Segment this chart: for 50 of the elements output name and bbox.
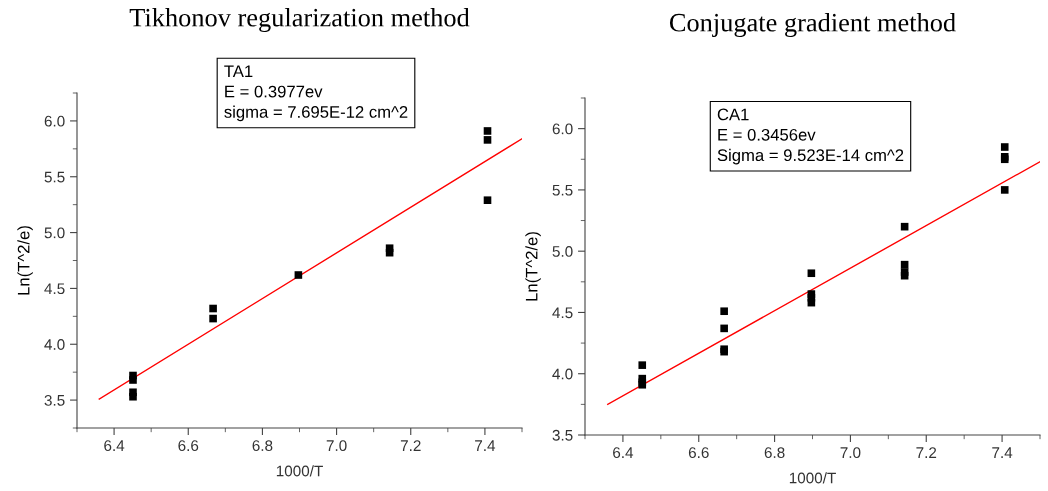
y-tick-label: 4.5 — [552, 307, 573, 319]
y-tick-label: 3.5 — [552, 429, 573, 441]
x-tick-label: 6.8 — [252, 440, 273, 452]
y-tick-label: 5.5 — [44, 171, 65, 183]
y-tick-label: 5.0 — [44, 227, 65, 239]
point — [483, 136, 492, 144]
x-tick-label: 6.4 — [613, 447, 634, 459]
annotation: CA1 — [717, 108, 749, 121]
y-tick-label: 6.0 — [552, 123, 573, 135]
x-tick-label: 7.2 — [400, 440, 421, 451]
point — [483, 196, 492, 204]
point — [294, 271, 303, 279]
annotation: E = 0.3456ev — [718, 128, 816, 141]
point — [720, 324, 728, 333]
x-tick-label: 6.6 — [178, 440, 199, 452]
y-tick-label: 4.0 — [552, 368, 573, 380]
point — [209, 314, 217, 323]
x-tick-label: 7.0 — [840, 447, 861, 459]
y-tick-label: 4.5 — [44, 283, 65, 295]
point — [1000, 186, 1009, 194]
point — [483, 127, 492, 135]
x-tick-label: 7.2 — [916, 447, 937, 458]
chart-title: Tikhonov regularization method — [129, 8, 470, 33]
annotation: E = 0.3977ev — [225, 85, 323, 98]
x-tick-label: 6.4 — [104, 440, 125, 452]
y-tick-label: 4.0 — [44, 339, 65, 350]
y-axis-title: Ln(T^2/e) — [525, 232, 541, 301]
x-tick-label: 6.6 — [688, 447, 709, 459]
annotation: Sigma = 9.523E-14 cm^2 — [717, 148, 904, 165]
y-tick-label: 6.0 — [44, 115, 65, 127]
point — [129, 376, 137, 384]
x-tick-label: 7.4 — [475, 440, 496, 451]
x-tick-label: 7.0 — [326, 440, 347, 452]
y-tick-label: 5.0 — [552, 246, 573, 257]
point — [807, 269, 816, 278]
annotation: sigma = 7.695E-12 cm^2 — [224, 105, 408, 122]
x-tick-label: 6.8 — [764, 447, 785, 459]
point — [129, 392, 137, 401]
x-tick-label: 7.4 — [992, 447, 1013, 458]
point — [720, 307, 728, 316]
y-axis-title: Ln(T^2/e) — [17, 226, 33, 295]
y-tick-label: 5.5 — [552, 184, 573, 196]
x-axis-title: 1000/T — [789, 472, 836, 484]
text: TA1 — [224, 65, 253, 77]
y-tick-label: 3.5 — [44, 394, 65, 406]
x-axis-title: 1000/T — [276, 465, 323, 477]
point — [1000, 143, 1009, 151]
chart-title: Conjugate gradient method — [669, 13, 956, 38]
point — [638, 361, 647, 369]
point — [209, 304, 217, 313]
